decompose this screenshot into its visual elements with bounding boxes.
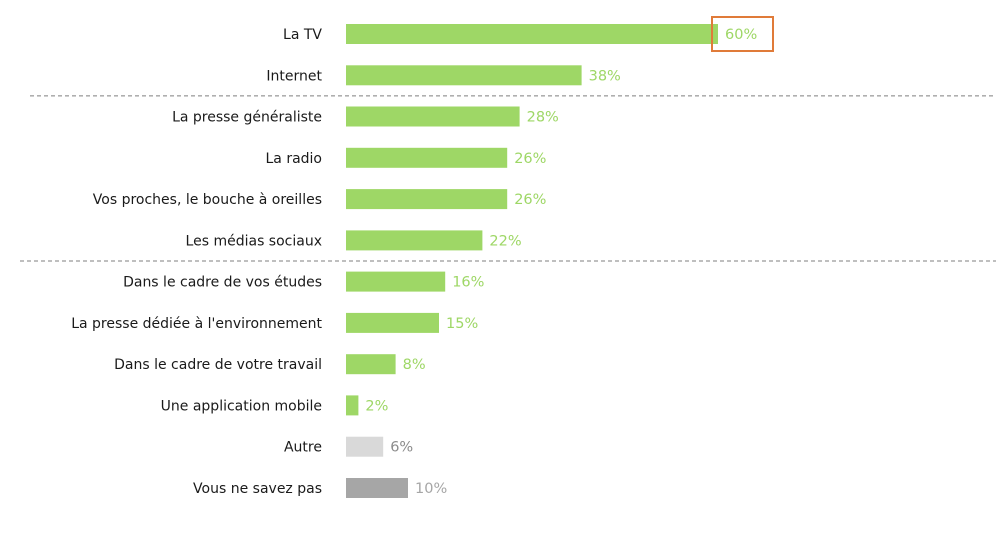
category-label: Dans le cadre de votre travail [114, 357, 322, 373]
value-labels: 60% 38% 28% 26% 26% 22% 16% 15% 8% 2% 6% 10% [365, 27, 757, 497]
value-label: 22% [489, 233, 521, 249]
category-label: Vous ne savez pas [193, 481, 322, 497]
bar [346, 271, 446, 292]
value-label: 28% [527, 110, 559, 126]
bar [346, 106, 520, 127]
value-label: 26% [514, 151, 546, 167]
bar [346, 478, 408, 498]
bar [346, 24, 718, 44]
value-label: 16% [452, 275, 484, 291]
category-label: La presse généraliste [172, 110, 322, 126]
bars-group [346, 24, 718, 498]
value-label: 8% [403, 357, 426, 373]
value-label: 60% [725, 27, 757, 43]
category-label: Autre [284, 440, 322, 456]
value-label: 10% [415, 481, 447, 497]
bar [346, 354, 396, 375]
group-separators [20, 95, 996, 262]
category-labels: La TV Internet La presse généraliste La rad… [71, 27, 322, 497]
category-label: Les médias sociaux [186, 233, 322, 249]
bar [346, 189, 508, 210]
bar [346, 65, 582, 86]
category-label: La presse dédiée à l'environnement [71, 316, 322, 332]
bar [346, 147, 508, 168]
bar [346, 230, 483, 251]
bar [346, 436, 384, 457]
value-label: 15% [446, 316, 478, 332]
category-label: La radio [265, 151, 322, 167]
value-label: 2% [365, 398, 388, 414]
category-label: Internet [266, 68, 322, 84]
value-label: 6% [390, 440, 413, 456]
category-label: Une application mobile [161, 398, 322, 414]
highlight-box [711, 16, 774, 52]
category-label: Dans le cadre de vos études [123, 275, 322, 291]
bar [346, 312, 439, 333]
bar [346, 395, 359, 416]
category-label: La TV [283, 27, 322, 43]
category-label: Vos proches, le bouche à oreilles [93, 192, 322, 208]
highlight-layer [711, 16, 774, 52]
value-label: 26% [514, 192, 546, 208]
value-label: 38% [589, 68, 621, 84]
